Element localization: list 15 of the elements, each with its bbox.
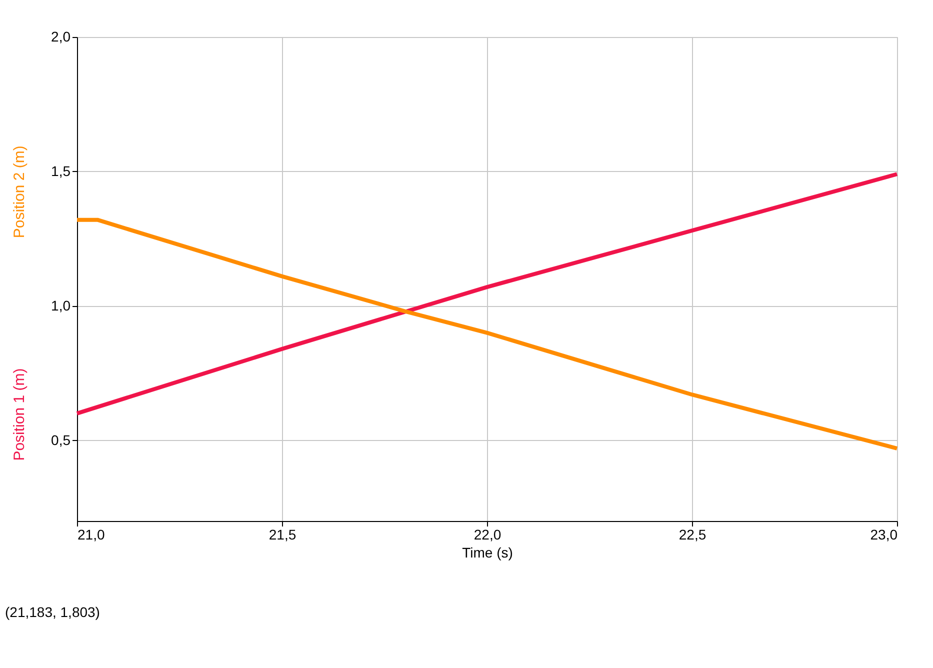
x-tick-label: 21,5: [268, 526, 296, 542]
text: Position 2 (m): [11, 146, 28, 238]
y-tick-label: 1,5: [51, 162, 71, 179]
x-axis-title: Time (s): [462, 544, 513, 560]
x-tick-label: 23,0: [870, 526, 898, 542]
x-tick-label: 22,5: [678, 526, 706, 542]
text: (21,183, 1,803): [5, 604, 100, 620]
line-series: [75, 172, 899, 416]
y-tick-label: 1,0: [51, 297, 71, 314]
line-series: [75, 218, 899, 450]
y-tick-label: 2,0: [51, 28, 71, 44]
y-tick-label: 0,5: [51, 432, 71, 448]
x-tick-label: 22,0: [474, 526, 502, 542]
x-tick-label: 21,0: [78, 526, 105, 542]
text: Position 1 (m): [11, 368, 28, 461]
